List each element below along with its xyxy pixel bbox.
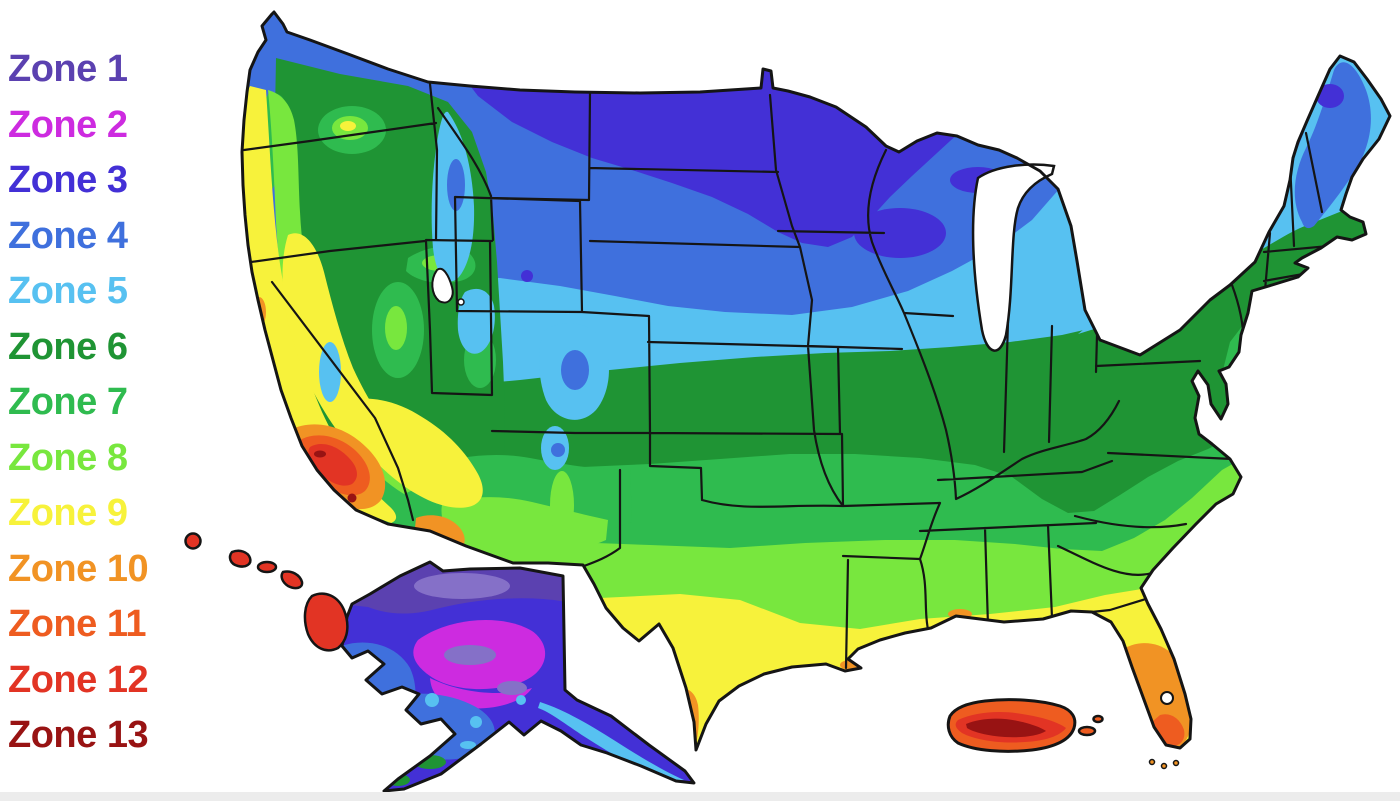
- hawaii-molokai: [256, 560, 278, 574]
- alaska-muted-patch-1: [444, 645, 496, 665]
- legend-item-zone-8: Zone 8: [8, 436, 128, 479]
- legend-item-zone-2: Zone 2: [8, 103, 128, 146]
- florida-keys: [1148, 758, 1180, 770]
- legend-item-zone-3: Zone 3: [8, 159, 128, 201]
- adirondack-zone-4-blob: [1193, 154, 1273, 218]
- lake-okeechobee: [1160, 691, 1174, 705]
- hawaii-big-island: [303, 592, 349, 652]
- alaska-muted-blob: [414, 573, 510, 599]
- alaska-outline: [340, 560, 696, 793]
- maine-zone-3-spot: [1316, 84, 1344, 108]
- puerto-rico-inset: [946, 698, 1104, 753]
- legend-item-zone-1: Zone 1: [8, 48, 128, 90]
- puerto-rico-zone-13-core: [966, 718, 1046, 738]
- legend-item-zone-4: Zone 4: [8, 214, 128, 257]
- inland-water: [431, 163, 1174, 705]
- great-salt-lake: [431, 267, 454, 304]
- legend-item-zone-13: Zone 13: [8, 714, 149, 756]
- great-salt-lake-dot: [457, 298, 465, 306]
- legend-item-zone-6: Zone 6: [8, 325, 128, 368]
- mainland-outline: [240, 10, 1392, 752]
- puerto-rico-vieques: [1077, 725, 1097, 737]
- lake-michigan: [971, 163, 1056, 352]
- bottom-strip: [0, 792, 1400, 801]
- hawaii-oahu: [228, 549, 252, 568]
- adirondack-zone-3-core: [1223, 175, 1249, 199]
- maine-zone-4-blob: [1294, 62, 1371, 229]
- hawaii-kauai: [184, 532, 202, 550]
- alaska-muted-patch-2: [497, 681, 527, 695]
- northeast-zone-5-base: [1078, 52, 1390, 334]
- zone-legend: Zone 1 Zone 2 Zone 3 Zone 4 Zone 5 Zone …: [8, 42, 149, 764]
- legend-item-zone-9: Zone 9: [8, 492, 128, 534]
- legend-item-zone-5: Zone 5: [8, 270, 128, 312]
- legend-item-zone-12: Zone 12: [8, 658, 149, 701]
- puerto-rico-culebra: [1092, 714, 1104, 724]
- legend-item-zone-10: Zone 10: [8, 547, 149, 590]
- hawaii-maui: [280, 570, 304, 590]
- hawaii-inset: [184, 532, 349, 652]
- state-borders: [242, 82, 1342, 670]
- legend-item-zone-11: Zone 11: [8, 603, 147, 645]
- legend-item-zone-7: Zone 7: [8, 381, 128, 423]
